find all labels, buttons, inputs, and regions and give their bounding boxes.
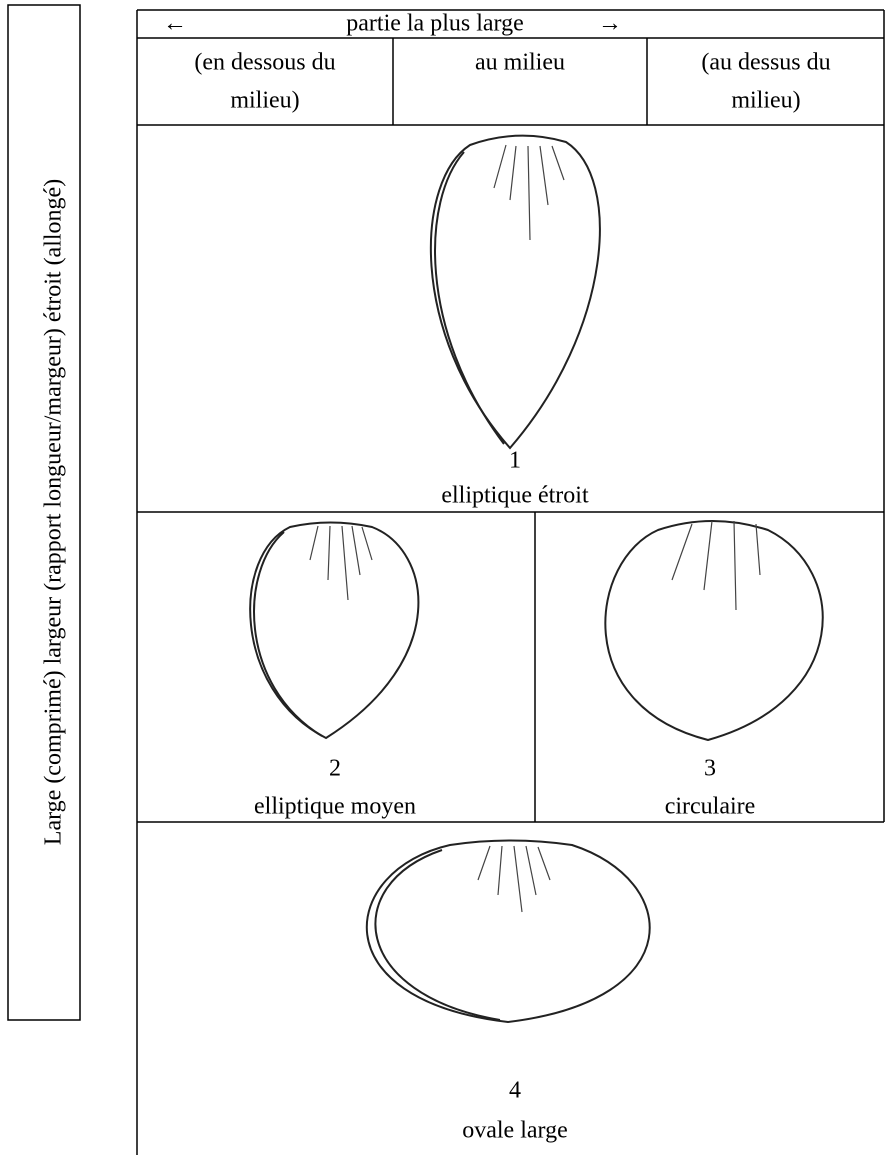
- column-label: (au dessus du: [701, 50, 830, 76]
- figure-number: 4: [509, 1078, 521, 1104]
- figure-label: elliptique moyen: [254, 794, 416, 820]
- figure-label: ovale large: [462, 1118, 568, 1144]
- header-title: partie la plus large: [346, 11, 524, 37]
- right-arrow: →: [598, 11, 622, 37]
- column-label: (en dessous du: [194, 50, 335, 76]
- column-label: milieu): [731, 88, 800, 114]
- figure-number: 1: [509, 448, 521, 474]
- petal-drawing: [604, 520, 824, 742]
- column-label: milieu): [230, 88, 299, 114]
- column-label: au milieu: [475, 50, 565, 76]
- figure-label: circulaire: [665, 794, 756, 820]
- table-grid: [136, 9, 885, 1155]
- side-box: [7, 4, 81, 1021]
- petal-drawing: [365, 839, 651, 1024]
- figure-number: 2: [329, 756, 341, 782]
- figure-label: elliptique étroit: [441, 483, 589, 509]
- petal-drawing: [249, 521, 420, 740]
- figure-number: 3: [704, 756, 716, 782]
- side-label: Large (comprimé) largeur (rapport longue…: [41, 179, 67, 845]
- left-arrow: ←: [163, 11, 187, 37]
- petal-drawing: [429, 134, 601, 450]
